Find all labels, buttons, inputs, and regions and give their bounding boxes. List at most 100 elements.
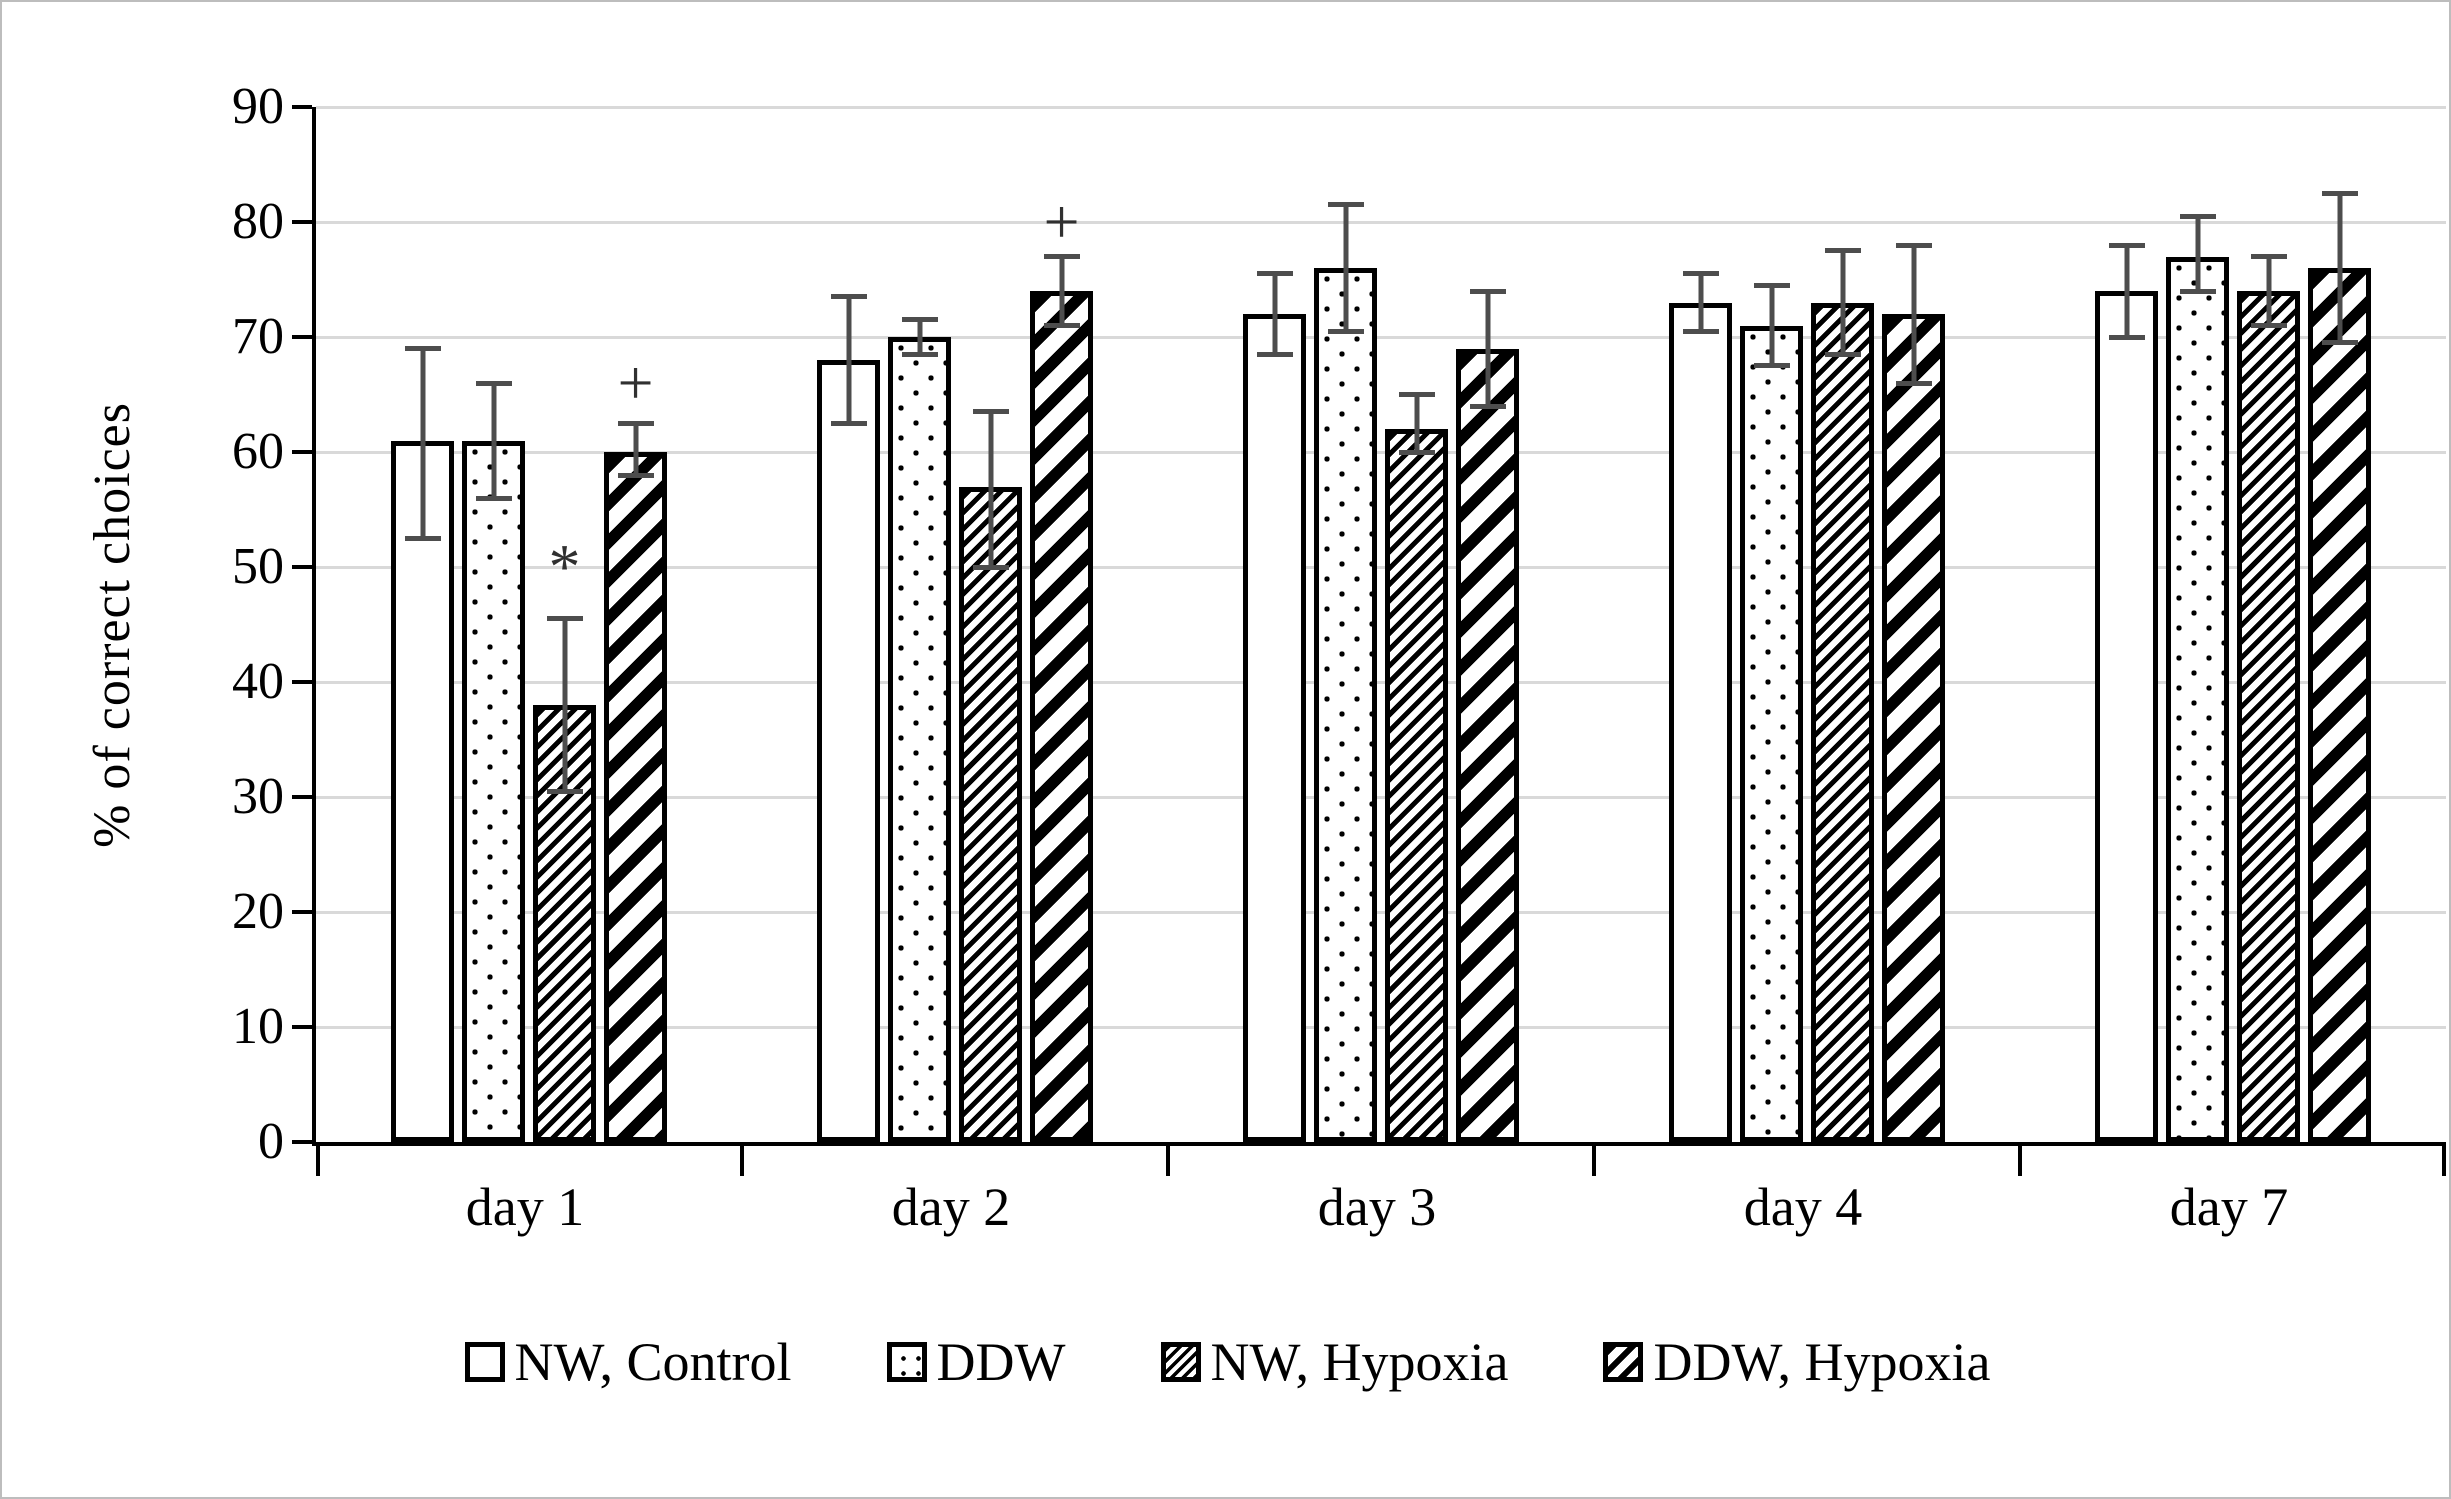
gridline-20 <box>316 910 2446 914</box>
bar-slot <box>462 107 525 1142</box>
bar-slot <box>2308 107 2371 1142</box>
y-tick-label-70: 70 <box>232 308 284 365</box>
bar-group-day-7 <box>2020 107 2446 1142</box>
y-tick-label-40: 40 <box>232 653 284 710</box>
error-bar-cap-bottom <box>1327 328 1364 334</box>
y-axis-tick-20 <box>292 910 312 914</box>
y-axis-tick-40 <box>292 680 312 684</box>
bar-slot <box>1740 107 1803 1142</box>
error-bar-cap-top <box>1327 202 1364 208</box>
error-bar-cap-top <box>2108 242 2145 248</box>
error-bar <box>2266 256 2271 326</box>
gridline-80 <box>316 220 2446 224</box>
y-tick-label-80: 80 <box>232 193 284 250</box>
bar-DDW-Hypoxia <box>1882 314 1945 1142</box>
gridline-40 <box>316 680 2446 684</box>
error-bar-cap-top <box>2179 213 2216 219</box>
error-bar-cap-top <box>2250 254 2287 259</box>
bar-NW-Hypoxia <box>959 486 1022 1142</box>
error-bar-cap-top <box>617 420 654 426</box>
y-tick-label-60: 60 <box>232 423 284 480</box>
error-bar-cap-top <box>1398 392 1435 397</box>
y-axis-tick-90 <box>292 105 312 109</box>
error-bar <box>562 618 567 792</box>
bar-slot <box>2237 107 2300 1142</box>
error-bar-cap-top <box>830 294 867 300</box>
x-axis-tick-2 <box>1166 1146 1170 1176</box>
error-bar-cap-top <box>1043 254 1080 259</box>
x-category-label: day 1 <box>465 1177 585 1237</box>
y-axis-tick-10 <box>292 1025 312 1029</box>
bar-NW-Hypoxia <box>1811 302 1874 1142</box>
y-axis-tick-80 <box>292 220 312 224</box>
y-tick-label-20: 20 <box>232 883 284 940</box>
legend: NW, Control DDW NW, Hypoxia DDW, Hypoxia <box>2 1317 2449 1407</box>
error-bar-cap-bottom <box>1682 328 1719 334</box>
error-bar-cap-bottom <box>1256 351 1293 357</box>
bar-slot <box>1243 107 1306 1142</box>
bar-slot <box>2095 107 2158 1142</box>
bar-NW-Control <box>2095 291 2158 1142</box>
error-bar <box>1698 273 1703 332</box>
y-axis-tick-60 <box>292 450 312 454</box>
error-bar-cap-top <box>1895 242 1932 248</box>
gridline-10 <box>316 1025 2446 1029</box>
bar-NW-Control <box>817 360 880 1142</box>
error-bar-cap-bottom <box>546 788 583 794</box>
error-bar <box>1911 245 1916 383</box>
y-axis-tick-0 <box>292 1140 312 1144</box>
error-bar-cap-top <box>901 317 938 323</box>
error-bar-cap-top <box>546 616 583 622</box>
y-tick-label-0: 0 <box>258 1113 284 1170</box>
bar-slot <box>817 107 880 1142</box>
bar-DDW <box>1314 268 1377 1142</box>
error-bar <box>846 296 851 424</box>
bar-group-day-1: * + <box>316 107 742 1142</box>
bar-DDW <box>462 440 525 1142</box>
legend-item-NW-Hypoxia: NW, Hypoxia <box>1160 1335 1508 1389</box>
legend-item-DDW-Hypoxia: DDW, Hypoxia <box>1603 1335 1990 1389</box>
error-bar <box>420 348 425 539</box>
bar-NW-Hypoxia <box>2237 291 2300 1142</box>
error-bar-cap-top <box>972 409 1009 415</box>
error-bar <box>988 411 993 567</box>
y-tick-label-50: 50 <box>232 538 284 595</box>
y-axis-tick-30 <box>292 795 312 799</box>
error-bar-cap-bottom <box>2179 288 2216 294</box>
bar-slot <box>1385 107 1448 1142</box>
x-category-label: day 2 <box>891 1177 1011 1237</box>
legend-swatch-icon <box>464 1342 505 1382</box>
error-bar-cap-bottom <box>404 535 441 541</box>
error-bar-cap-top <box>1256 271 1293 277</box>
legend-swatch-icon <box>1603 1342 1644 1382</box>
bar-DDW-Hypoxia <box>1456 348 1519 1142</box>
error-bar <box>917 319 922 355</box>
error-bar <box>1485 291 1490 406</box>
error-bar-cap-top <box>1753 282 1790 288</box>
error-bar-cap-bottom <box>2108 334 2145 340</box>
error-bar-cap-bottom <box>901 351 938 357</box>
error-bar <box>2195 216 2200 291</box>
bar-DDW <box>1740 325 1803 1142</box>
error-bar-cap-bottom <box>1469 403 1506 409</box>
legend-item-NW-Control: NW, Control <box>464 1332 792 1392</box>
bar-DDW-Hypoxia <box>604 452 667 1142</box>
bar-slot <box>1811 107 1874 1142</box>
legend-swatch-icon <box>886 1342 927 1382</box>
x-axis-tick-5 <box>2442 1146 2446 1176</box>
bar-slot <box>1314 107 1377 1142</box>
gridline-70 <box>316 335 2446 339</box>
error-bar <box>1343 204 1348 332</box>
bar-DDW-Hypoxia <box>1030 291 1093 1142</box>
legend-label: NW, Control <box>514 1332 792 1392</box>
gridline-60 <box>316 450 2446 454</box>
bar-slot <box>2166 107 2229 1142</box>
legend-item-DDW: DDW <box>886 1335 1066 1389</box>
error-bar <box>2124 245 2129 337</box>
bar-DDW-Hypoxia <box>2308 268 2371 1142</box>
bar-group-day-4 <box>1594 107 2020 1142</box>
bar-DDW <box>2166 256 2229 1142</box>
bar-slot: + <box>1030 107 1093 1142</box>
x-category-label: day 4 <box>1743 1177 1863 1237</box>
